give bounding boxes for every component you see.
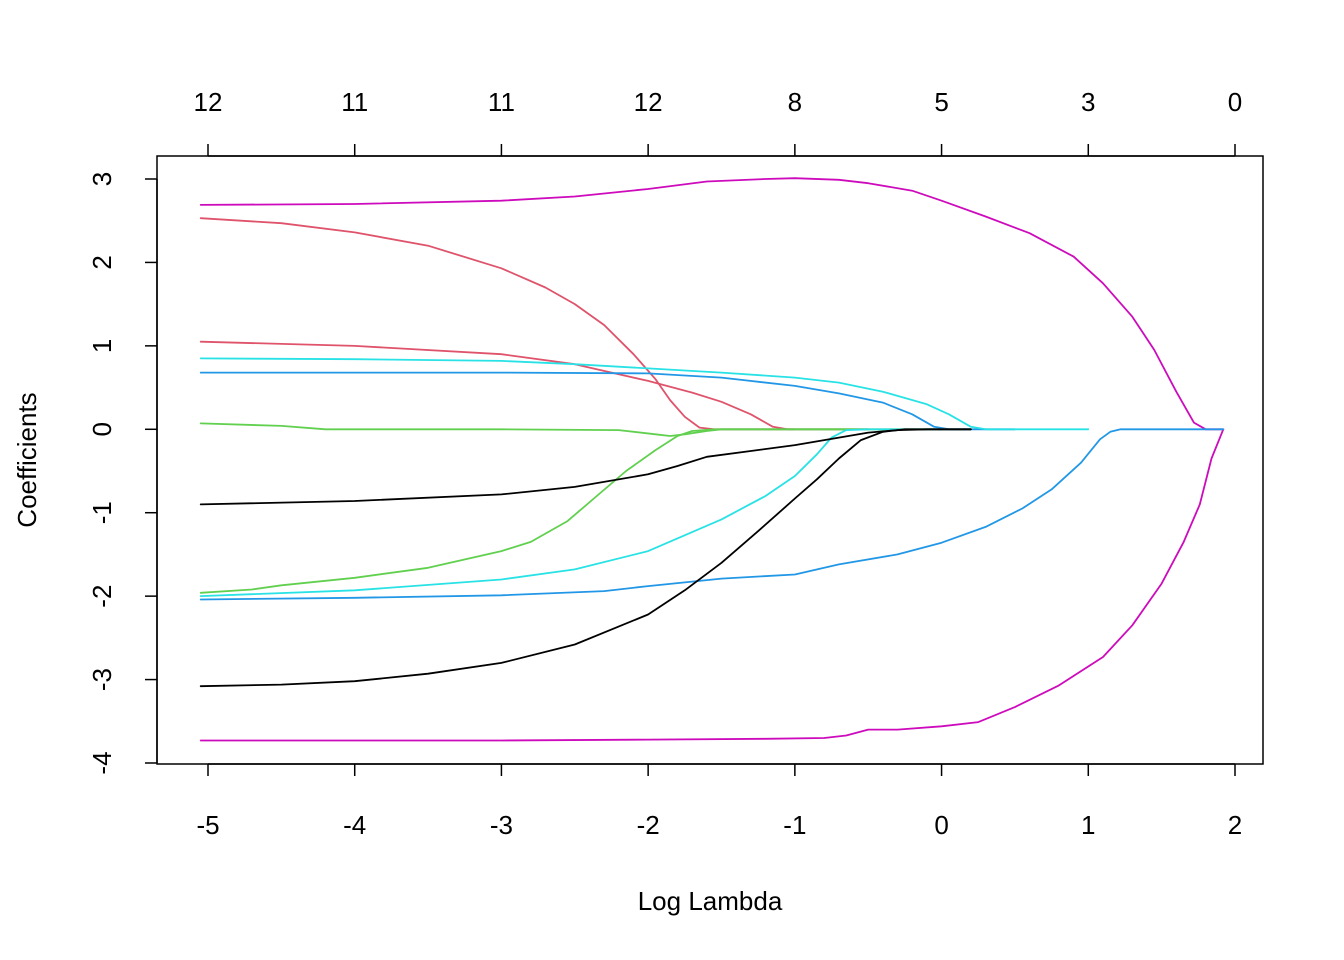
x-tick-label: 1 xyxy=(1081,810,1095,840)
y-tick-label: 1 xyxy=(87,339,117,353)
top-tick-label: 0 xyxy=(1228,87,1242,117)
y-tick-label: -2 xyxy=(87,585,117,608)
coefficient-path-5 xyxy=(199,422,943,437)
series-lines xyxy=(199,177,1225,742)
coefficient-path-11 xyxy=(199,428,972,506)
x-axis-title: Log Lambda xyxy=(638,886,783,916)
y-tick-label: 2 xyxy=(87,255,117,269)
x-tick-label: -2 xyxy=(637,810,660,840)
x-tick-label: -4 xyxy=(343,810,366,840)
coefficient-path-4 xyxy=(199,340,870,431)
top-tick-label: 5 xyxy=(934,87,948,117)
y-axis-title: Coefficients xyxy=(12,392,42,527)
y-tick-label: -3 xyxy=(87,668,117,691)
coefficient-path-8 xyxy=(199,428,1225,601)
y-tick-label: 3 xyxy=(87,172,117,186)
coefficient-path-9 xyxy=(199,357,1090,431)
coefficient-path-10 xyxy=(199,428,972,597)
x-tick-label: 2 xyxy=(1228,810,1242,840)
y-tick-label: -1 xyxy=(87,501,117,524)
x-tick-label: -5 xyxy=(196,810,219,840)
top-tick-label: 8 xyxy=(788,87,802,117)
top-tick-label: 11 xyxy=(488,87,515,117)
x-tick-label: 0 xyxy=(934,810,948,840)
top-tick-label: 11 xyxy=(341,87,368,117)
coefficient-path-1 xyxy=(199,177,1225,431)
y-tick-label: 0 xyxy=(87,422,117,436)
top-tick-label: 12 xyxy=(634,87,663,117)
top-tick-label: 12 xyxy=(194,87,223,117)
x-tick-label: -3 xyxy=(490,810,513,840)
x-tick-label: -1 xyxy=(783,810,806,840)
coefficient-path-7 xyxy=(199,371,1016,431)
y-tick-label: -4 xyxy=(87,751,117,774)
coefficient-path-3 xyxy=(199,217,796,431)
coefficient-path-12 xyxy=(199,428,972,688)
coefficient-path-2 xyxy=(199,428,1225,742)
plot-frame xyxy=(156,155,1264,765)
top-tick-label: 3 xyxy=(1081,87,1095,117)
coefficient-path-6 xyxy=(199,428,870,594)
